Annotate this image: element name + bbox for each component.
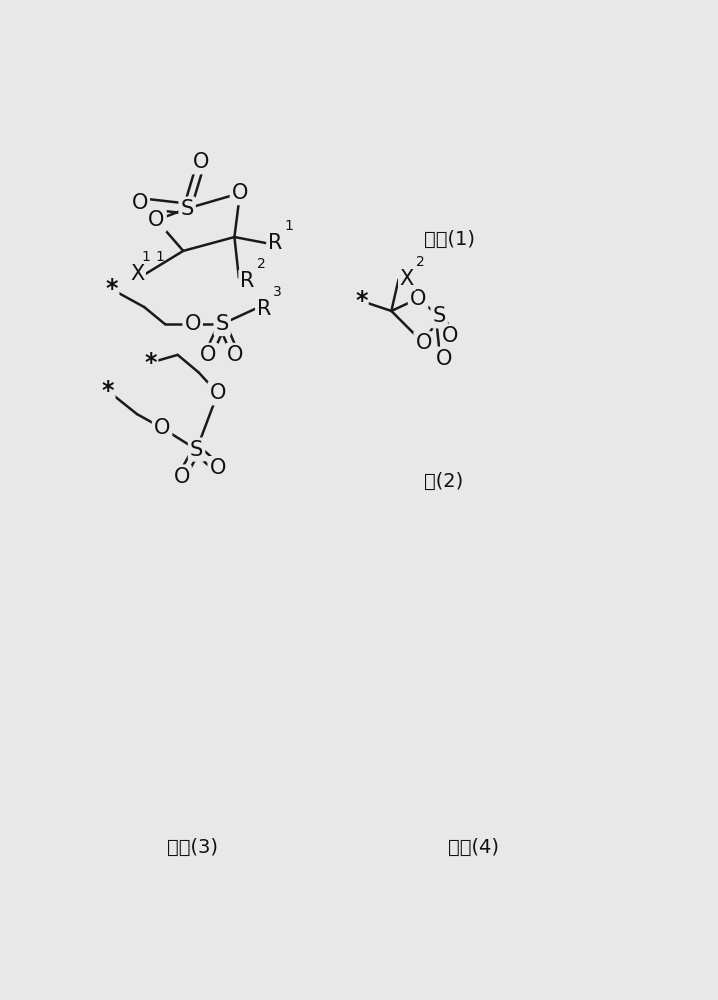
Text: S: S bbox=[190, 440, 203, 460]
Text: O: O bbox=[131, 193, 148, 213]
Text: O: O bbox=[154, 418, 170, 438]
Text: *: * bbox=[106, 277, 118, 301]
Text: O: O bbox=[210, 458, 226, 478]
Text: S: S bbox=[432, 306, 446, 326]
Text: 通式(1): 通式(1) bbox=[424, 230, 475, 249]
Text: *: * bbox=[355, 289, 368, 313]
Text: O: O bbox=[442, 326, 459, 346]
Text: *: * bbox=[102, 379, 114, 403]
Text: 式(2): 式(2) bbox=[424, 472, 463, 491]
Text: *: * bbox=[145, 351, 157, 375]
Text: O: O bbox=[193, 152, 209, 172]
Text: O: O bbox=[416, 333, 432, 353]
Text: 1: 1 bbox=[284, 219, 294, 233]
Text: 3: 3 bbox=[274, 285, 282, 299]
Text: 通式(3): 通式(3) bbox=[167, 838, 218, 857]
Text: 2: 2 bbox=[416, 255, 425, 269]
Text: 1: 1 bbox=[141, 250, 150, 264]
Text: O: O bbox=[173, 467, 190, 487]
Text: O: O bbox=[185, 314, 201, 334]
Text: R: R bbox=[240, 271, 254, 291]
Text: O: O bbox=[435, 349, 452, 369]
Text: R: R bbox=[268, 233, 282, 253]
Text: 2: 2 bbox=[257, 257, 266, 271]
Text: O: O bbox=[200, 345, 216, 365]
Text: O: O bbox=[232, 183, 248, 203]
Text: O: O bbox=[210, 383, 226, 403]
Text: O: O bbox=[410, 289, 426, 309]
Text: R: R bbox=[257, 299, 271, 319]
Text: X: X bbox=[400, 269, 414, 289]
Text: X: X bbox=[130, 264, 144, 284]
Text: 1: 1 bbox=[155, 250, 164, 264]
Text: S: S bbox=[215, 314, 229, 334]
Text: O: O bbox=[228, 345, 243, 365]
Text: O: O bbox=[149, 210, 164, 230]
Text: S: S bbox=[180, 199, 194, 219]
Text: 通式(4): 通式(4) bbox=[448, 838, 499, 857]
